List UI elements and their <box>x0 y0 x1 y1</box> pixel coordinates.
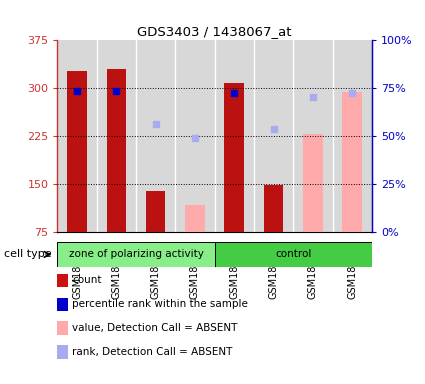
Title: GDS3403 / 1438067_at: GDS3403 / 1438067_at <box>137 25 292 38</box>
Text: cell type: cell type <box>4 249 52 259</box>
Text: value, Detection Call = ABSENT: value, Detection Call = ABSENT <box>72 323 238 333</box>
Bar <box>215 242 372 267</box>
Bar <box>293 40 332 232</box>
Bar <box>136 40 175 232</box>
Bar <box>96 40 136 232</box>
Text: rank, Detection Call = ABSENT: rank, Detection Call = ABSENT <box>72 347 232 357</box>
Text: control: control <box>275 249 312 260</box>
Bar <box>175 40 215 232</box>
Bar <box>67 71 87 232</box>
Bar <box>185 205 205 232</box>
Bar <box>215 40 254 232</box>
Bar <box>107 69 126 232</box>
Bar <box>264 185 283 232</box>
Bar <box>303 134 323 232</box>
Bar <box>343 91 362 232</box>
Bar <box>146 191 165 232</box>
Text: count: count <box>72 275 102 285</box>
Bar <box>332 40 372 232</box>
Bar <box>224 83 244 232</box>
Text: percentile rank within the sample: percentile rank within the sample <box>72 299 248 309</box>
Bar <box>57 242 215 267</box>
Bar <box>254 40 293 232</box>
Text: zone of polarizing activity: zone of polarizing activity <box>68 249 204 260</box>
Bar <box>57 40 96 232</box>
